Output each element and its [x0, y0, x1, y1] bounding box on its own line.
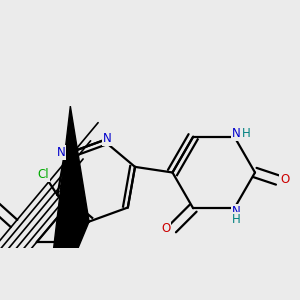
Text: O: O: [161, 222, 170, 235]
Text: N: N: [232, 205, 241, 218]
Text: H: H: [232, 213, 241, 226]
Text: O: O: [280, 173, 290, 187]
Text: H: H: [242, 127, 251, 140]
Polygon shape: [44, 106, 89, 300]
Text: Cl: Cl: [38, 168, 49, 181]
Text: N: N: [103, 132, 112, 145]
Text: N: N: [232, 127, 241, 140]
Text: N: N: [56, 146, 65, 159]
